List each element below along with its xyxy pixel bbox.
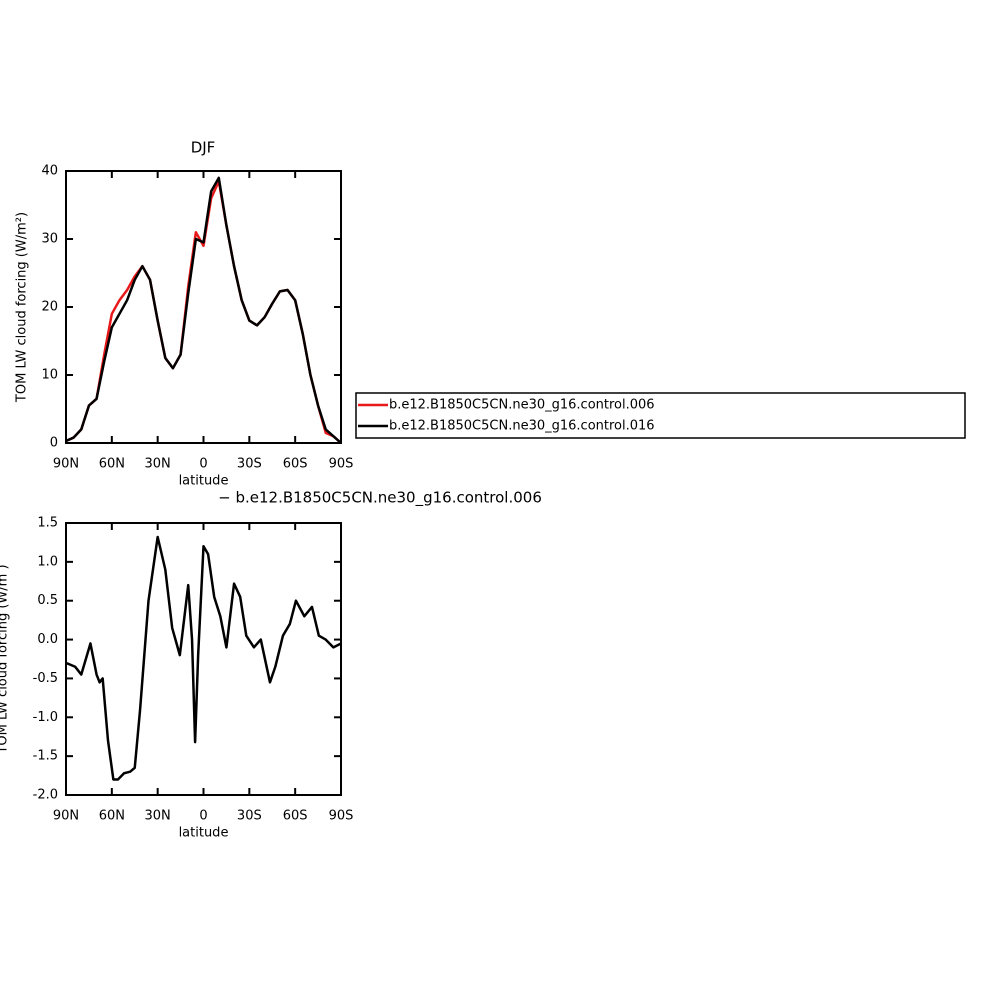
x-tick-label: 30S bbox=[237, 809, 262, 824]
y-tick-label: 0 bbox=[50, 436, 58, 451]
x-tick-label: 90S bbox=[329, 457, 354, 472]
plot-frame bbox=[65, 170, 342, 444]
x-tick-label: 90N bbox=[53, 809, 79, 824]
y-tick-label: 40 bbox=[41, 164, 58, 179]
legend-label: b.e12.B1850C5CN.ne30_g16.control.006 bbox=[389, 398, 655, 413]
x-tick-label: 60N bbox=[99, 457, 125, 472]
x-tick-label: 30S bbox=[237, 457, 262, 472]
y-tick-label: -2.0 bbox=[33, 788, 58, 803]
y-tick-label: 1.5 bbox=[37, 516, 58, 531]
x-tick-label: 30N bbox=[145, 809, 171, 824]
x-axis-label: latitude bbox=[179, 474, 229, 489]
y-tick-label: 0.0 bbox=[37, 632, 58, 647]
y-axis-label: TOM LW cloud forcing (W/m ) bbox=[0, 564, 11, 754]
y-tick-label: 20 bbox=[41, 300, 58, 315]
y-tick-label: 0.5 bbox=[37, 593, 58, 608]
series-line bbox=[65, 535, 342, 781]
chart-title: DJF bbox=[191, 139, 216, 157]
y-axis-label: TOM LW cloud forcing (W/m²) bbox=[15, 212, 30, 403]
y-tick-label: 10 bbox=[41, 368, 58, 383]
y-tick-label: 30 bbox=[41, 232, 58, 247]
x-tick-label: 90S bbox=[329, 809, 354, 824]
y-tick-label: -1.5 bbox=[33, 749, 58, 764]
x-tick-label: 90N bbox=[53, 457, 79, 472]
y-tick-label: -1.0 bbox=[33, 710, 58, 725]
x-tick-label: 0 bbox=[199, 809, 207, 824]
chart-title: − b.e12.B1850C5CN.ne30_g16.control.006 bbox=[218, 489, 542, 508]
y-tick-label: 1.0 bbox=[37, 554, 58, 569]
series-line bbox=[65, 176, 342, 444]
x-tick-label: 60S bbox=[283, 809, 308, 824]
x-tick-label: 30N bbox=[145, 457, 171, 472]
legend-box bbox=[355, 392, 966, 439]
plot-frame bbox=[65, 522, 342, 796]
x-tick-label: 60N bbox=[99, 809, 125, 824]
x-axis-label: latitude bbox=[179, 826, 229, 841]
x-tick-label: 0 bbox=[199, 457, 207, 472]
x-tick-label: 60S bbox=[283, 457, 308, 472]
y-tick-label: -0.5 bbox=[33, 671, 58, 686]
series-line bbox=[65, 179, 342, 444]
legend-label: b.e12.B1850C5CN.ne30_g16.control.016 bbox=[389, 419, 655, 434]
